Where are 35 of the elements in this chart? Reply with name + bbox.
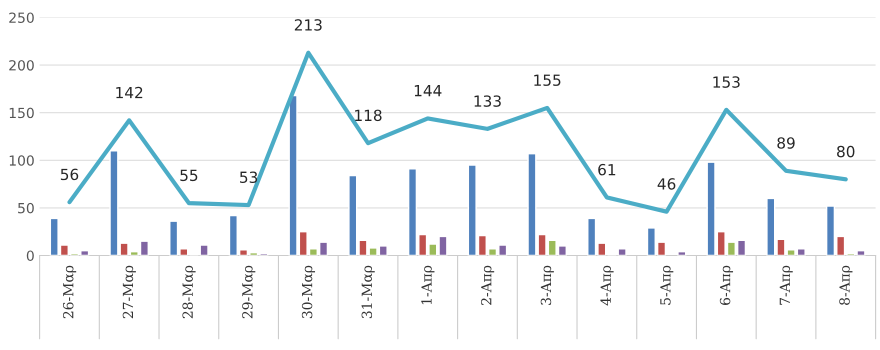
- data-label: 46: [658, 178, 676, 190]
- data-label: 56: [60, 168, 78, 180]
- data-label: 142: [116, 86, 142, 98]
- y-tick-label: 150: [10, 108, 34, 118]
- x-tick-label: 29-Μαρ: [242, 266, 256, 318]
- data-label: 133: [474, 95, 501, 107]
- data-label: 213: [294, 19, 322, 31]
- x-tick-label: 27-Μαρ: [122, 266, 136, 318]
- data-label: 153: [713, 76, 740, 88]
- x-tick-label: 4-Απρ: [600, 266, 614, 306]
- x-tick-label: 1-Απρ: [421, 266, 434, 304]
- data-label: 53: [240, 171, 258, 184]
- x-tick-label: 28-Μαρ: [182, 266, 196, 318]
- y-tick-label: 200: [9, 60, 34, 71]
- data-label: 118: [355, 110, 382, 122]
- data-label: 55: [180, 170, 198, 182]
- x-tick-label: 2-Απρ: [480, 266, 494, 305]
- y-tick-label: 50: [18, 202, 34, 214]
- data-label: 155: [534, 74, 560, 86]
- data-label: 144: [414, 85, 442, 96]
- bar: [677, 250, 686, 256]
- x-tick-label: 3-Απρ: [540, 266, 554, 305]
- x-tick-label: 5-Απρ: [660, 266, 674, 305]
- data-label: 80: [837, 146, 854, 158]
- data-label: 89: [777, 137, 795, 149]
- y-tick-label: 100: [10, 155, 34, 166]
- x-tick-label: 26-Μαρ: [62, 266, 76, 318]
- x-tick-label: 7-Απρ: [780, 266, 793, 305]
- data-label: 61: [598, 164, 616, 176]
- x-tick-label: 6-Απρ: [720, 266, 734, 305]
- x-tick-label: 31-Μαρ: [362, 266, 375, 318]
- y-tick-label: 250: [9, 12, 34, 23]
- x-tick-label: 30-Μαρ: [302, 266, 316, 318]
- y-tick-label: 0: [26, 250, 34, 261]
- x-tick-label: 8-Απρ: [839, 266, 852, 305]
